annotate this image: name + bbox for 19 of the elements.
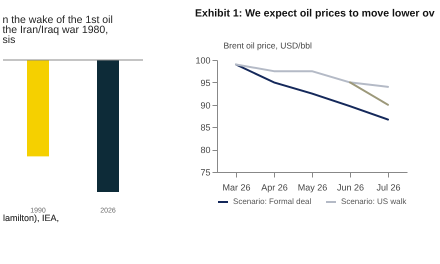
x-tick-label: Jul 26 <box>376 182 401 192</box>
chart-title: Exhibit 1: We expect oil prices to move lower ov <box>194 8 435 20</box>
legend-label: Scenario: US walk <box>341 197 408 206</box>
legend-label: Scenario: Formal deal <box>233 197 312 206</box>
y-axis-title: Brent oil price, USD/bbl <box>224 40 312 50</box>
y-tick-label: 80 <box>200 145 210 156</box>
y-tick-label: 90 <box>200 100 210 110</box>
x-tick-label: Jun 26 <box>336 182 364 192</box>
line-series <box>235 63 389 121</box>
text: lamilton), IEA, <box>3 213 60 223</box>
x-tick-label: May 26 <box>298 182 328 192</box>
y-tick-label: 95 <box>200 78 210 88</box>
y-tick-label: 85 <box>200 122 210 133</box>
x-tick-label: Mar 26 <box>222 182 251 192</box>
chart-title: n the wake of the 1st oil the Iran/Iraq war 1980, sis <box>2 14 113 46</box>
y-tick-label: 100 <box>195 56 210 66</box>
x-tick-label: Apr 26 <box>261 182 288 192</box>
y-tick-label: 75 <box>200 168 210 178</box>
line-series <box>235 63 389 88</box>
